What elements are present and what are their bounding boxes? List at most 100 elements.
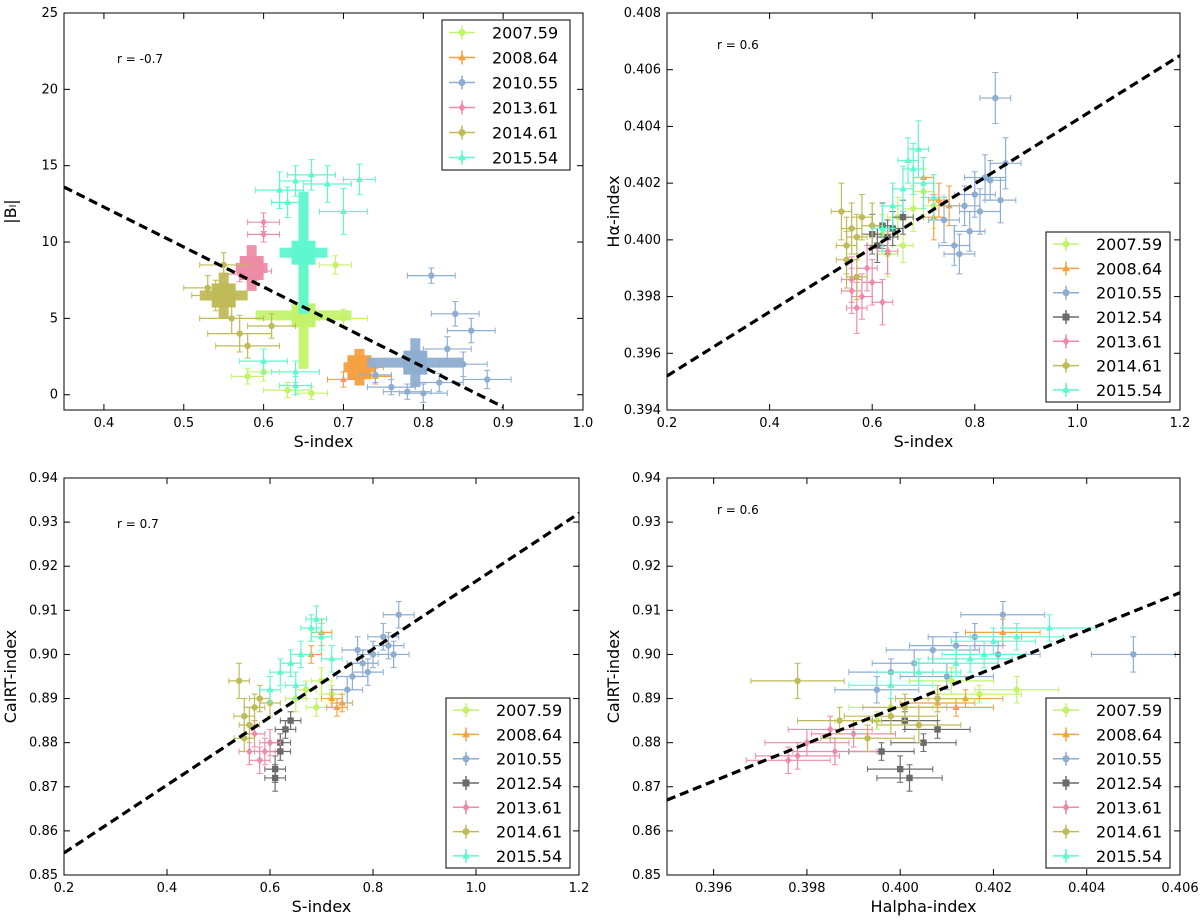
panel-4: 0.396 0.398 0.400 0.402 0.404 0.406 0.85 0.86 0.… [604,471,1199,916]
plot-frame [63,477,580,876]
data-point [355,175,363,182]
legend-swatch-marker [1062,730,1070,738]
legend-item: 2008.64 [453,725,562,744]
legend-item: 2010.55 [449,74,558,93]
data-point [302,686,310,693]
data-point [976,208,984,215]
legend-label: 2015.54 [1096,381,1162,400]
fit-line [64,511,579,855]
data-point [292,681,300,688]
plot-area [64,159,512,409]
data-point [307,624,315,631]
legend-item: 2013.61 [1053,332,1162,351]
data-point [910,205,917,212]
legend-label: 2012.54 [1096,774,1162,793]
y-tick-label: 0.404 [624,119,661,134]
panel-1: 0.4 0.5 0.6 0.7 0.8 0.9 1.0 0 5 10 15 20 25 S-index |B… [1,6,593,451]
legend-swatch-marker [462,802,470,812]
data-point [452,310,459,318]
y-tick-label: 0.394 [624,403,661,418]
data-point [915,721,923,729]
y-tick-label: 0.398 [624,290,661,305]
data-point [848,225,855,232]
data-point [323,180,332,187]
data-point [948,677,955,685]
legend-item: 2007.59 [453,701,562,720]
x-axis-label: S-index [292,897,352,916]
data-point [858,213,866,221]
data-point [390,651,397,658]
data-point [980,650,988,658]
data-point [284,198,292,205]
x-axis-label: S-index [894,432,954,451]
data-point [271,765,279,773]
legend-item: 2007.59 [1053,235,1162,254]
data-point [349,673,356,680]
plot-frame [666,12,1181,411]
legend-swatch-marker [1062,313,1070,321]
data-point [1045,624,1053,631]
correlation-annotation: r = 0.6 [717,38,759,52]
series-2010-55 [331,601,415,704]
series-2015-54 [871,120,945,252]
y-tick-label: 0.400 [624,233,661,248]
data-point [836,717,843,724]
y-tick-label: 0.93 [632,515,661,530]
y-tick-label: 10 [41,235,58,250]
data-point [989,637,997,644]
data-point [869,278,876,287]
data-point [235,677,243,685]
correlation-annotation: r = -0.7 [117,52,163,66]
data-point [244,342,251,350]
x-tick-label: 1.2 [569,881,590,896]
data-point [333,703,341,710]
y-tick-label: 20 [41,82,58,97]
x-tick-label: 1.2 [1170,416,1191,431]
legend-label: 2013.61 [496,798,562,817]
data-point [266,685,274,693]
y-tick-label: 0.91 [29,603,58,618]
x-tick-label: 0.404 [1068,881,1105,896]
data-point [838,208,845,215]
x-tick-label: 0.6 [862,416,883,431]
legend-label: 2014.61 [1096,357,1162,376]
data-point [992,94,999,102]
fit-line [667,54,1180,378]
legend-label: 2007.59 [1096,701,1162,720]
data-point [899,184,907,192]
data-point [251,704,258,711]
legend: 2007.59 2008.64 2010.55 2012.54 2013.61 2014.… [1045,697,1171,869]
legend-swatch-marker [462,851,470,859]
fit-line [64,185,504,409]
legend-swatch-marker [458,53,466,61]
data-point [292,381,300,389]
legend-swatch-marker [1062,851,1070,859]
data-point [858,292,866,301]
y-tick-label: 0.86 [632,824,661,839]
data-point [228,315,235,322]
legend-swatch-marker [1062,240,1070,248]
data-point [873,686,881,693]
series-2013-61 [223,212,281,291]
legend-item: 2008.64 [1053,725,1162,744]
data-point [827,725,834,734]
legend-item: 2013.61 [449,99,558,118]
legend-label: 2010.55 [1096,750,1162,769]
y-tick-label: 0 [50,388,58,403]
legend-swatch-marker [462,828,470,836]
x-axis-label: Halpha-index [871,897,977,916]
legend-box [441,19,571,171]
y-tick-label: 0.85 [632,868,661,883]
data-point [252,266,259,276]
data-point [344,686,351,693]
data-point [971,191,978,198]
data-point [966,655,974,662]
data-point [794,677,801,685]
panel-2: 0.2 0.4 0.6 0.8 1.0 1.2 0.394 0.396 0.398 0.400 0.… [604,6,1190,451]
data-point [236,330,243,337]
data-point [395,611,402,618]
y-tick-label: 0.90 [632,647,661,662]
data-point [287,717,294,724]
legend-label: 2014.61 [1096,823,1162,842]
